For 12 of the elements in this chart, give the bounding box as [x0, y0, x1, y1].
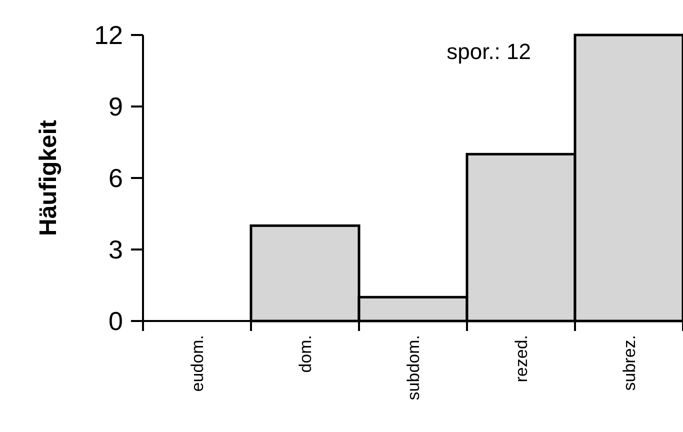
- y-tick-label: 3: [108, 234, 123, 265]
- y-tick-label: 6: [108, 163, 123, 194]
- y-tick-label: 0: [108, 306, 123, 336]
- x-tick-label: subdom.: [404, 335, 423, 400]
- x-tick-label: subrez.: [620, 335, 639, 391]
- y-tick-label: 12: [94, 20, 123, 50]
- annotation: spor.: 12: [446, 39, 531, 64]
- y-axis-title: Häufigkeit: [35, 120, 62, 236]
- x-tick-label: dom.: [296, 335, 315, 373]
- x-tick-label: eudom.: [188, 335, 207, 392]
- y-tick-label: 9: [108, 92, 123, 122]
- x-tick-label: rezed.: [512, 335, 531, 382]
